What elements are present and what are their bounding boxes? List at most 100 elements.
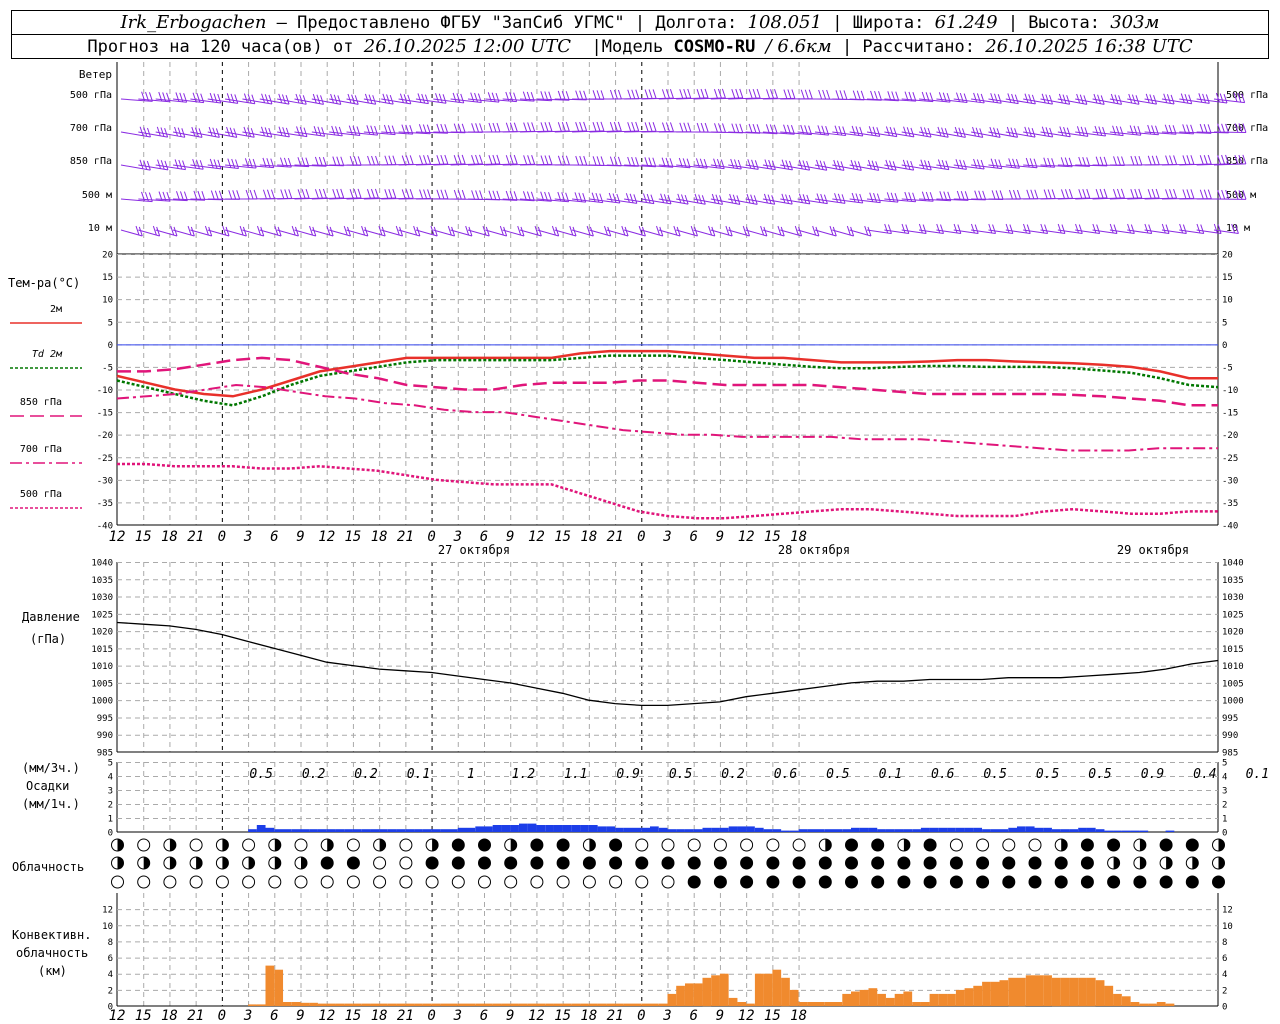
- precip-3h-label: 0.2: [302, 767, 326, 782]
- precip-bar: [886, 829, 895, 832]
- conv-bar: [361, 1003, 371, 1006]
- wind-barb-flag: [924, 160, 929, 170]
- wind-barb: [988, 98, 1019, 105]
- wind-barb-flag: [905, 224, 910, 234]
- wind-barb-flag: [1170, 94, 1175, 105]
- time-tick-label-bottom: 9: [296, 1008, 304, 1024]
- wind-barb: [814, 198, 846, 204]
- wind-barb-flag: [561, 121, 566, 132]
- wind-barb-flag: [305, 188, 310, 199]
- wind-barb: [676, 164, 708, 169]
- wind-barb-flag: [748, 123, 753, 134]
- wind-barb-flag: [783, 89, 788, 99]
- cloud-cover-symbol: [871, 856, 885, 870]
- conv-bar: [693, 983, 703, 1006]
- wind-barb: [710, 198, 740, 205]
- cloud-cover-symbol: [897, 875, 911, 889]
- wind-barb: [485, 198, 518, 201]
- cloud-cover-symbol: [530, 838, 544, 852]
- conv-bar: [1095, 980, 1105, 1006]
- wind-barb-flag: [1165, 224, 1170, 234]
- wind-barb-flag: [1147, 189, 1152, 199]
- conv-bar: [746, 1003, 755, 1006]
- cloud-cover-symbol: [740, 838, 754, 852]
- time-tick-label-bottom: 21: [397, 1008, 414, 1024]
- time-tick-label-bottom: 18: [161, 1008, 178, 1024]
- cloud-cover-symbol: [268, 875, 282, 889]
- wind-barb: [120, 98, 153, 102]
- wind-barb-flag: [540, 122, 545, 132]
- wind-barb-flag: [409, 155, 414, 165]
- wind-barb: [1161, 98, 1192, 105]
- cloud-cover-symbol: [818, 856, 832, 870]
- wind-barb-flag: [152, 225, 157, 236]
- wind-barb-flag: [902, 159, 907, 170]
- wind-barb: [155, 198, 188, 202]
- wind-barb-flag: [838, 125, 843, 136]
- wind-barb-flag: [361, 225, 366, 236]
- wind-barb-flag: [296, 126, 301, 136]
- wind-barb-flag: [1130, 189, 1135, 199]
- precip-bar: [702, 827, 712, 832]
- conv-bar: [335, 1003, 345, 1006]
- conv-bar: [501, 1003, 511, 1006]
- wind-barb-flag: [424, 94, 429, 104]
- time-tick-label: 9: [716, 529, 724, 545]
- wind-barb: [294, 197, 327, 200]
- time-tick-label: 9: [296, 529, 304, 545]
- wind-barb-flag: [875, 161, 880, 171]
- precip-3h-label: 0.5: [1036, 767, 1060, 782]
- wind-barb-flag: [579, 155, 584, 166]
- precip-bar: [256, 825, 266, 832]
- wind-barb-flag: [1221, 189, 1226, 200]
- wind-barb-flag: [353, 188, 358, 199]
- header-title-bar: Irk_Erbogachen – Предоставлено ФГБУ "Зап…: [11, 10, 1269, 35]
- conv-bar: [615, 1003, 624, 1006]
- wind-barb: [1109, 98, 1140, 105]
- wind-barb-flag: [479, 154, 483, 165]
- conv-bar: [816, 1002, 825, 1006]
- wind-barb-flag: [479, 123, 484, 133]
- wind-barb-flag: [768, 159, 773, 170]
- wind-barb-flag: [139, 126, 144, 136]
- wind-barb-flag: [210, 190, 215, 200]
- wind-barb: [589, 130, 622, 133]
- wind-barb-flag: [600, 156, 605, 166]
- wind-barb-flag: [555, 226, 560, 237]
- wind-barb-flag: [835, 90, 840, 100]
- wind-barb-flag: [941, 159, 946, 170]
- time-tick-label-bottom: 18: [790, 1008, 807, 1024]
- wind-barb-flag: [660, 193, 665, 203]
- wind-barb-flag: [1068, 189, 1073, 199]
- wind-barb-flag: [1119, 126, 1124, 136]
- cloud-cover-symbol: [792, 838, 806, 852]
- wind-barb-flag: [997, 94, 1002, 104]
- wind-barb-flag: [378, 225, 383, 236]
- wind-barb: [901, 198, 934, 202]
- pressure-ytick-right: 990: [1222, 731, 1238, 741]
- wind-barb-flag: [1099, 156, 1104, 166]
- pressure-ytick-left: 1005: [91, 679, 113, 689]
- wind-barb-flag: [1112, 189, 1117, 199]
- wind-barb: [971, 131, 1001, 138]
- wind-barb-flag: [701, 195, 706, 205]
- precip-bar: [1086, 827, 1096, 832]
- wind-barb-flag: [453, 189, 458, 200]
- wind-barb-flag: [225, 226, 230, 237]
- wind-barb-flag: [1234, 123, 1239, 133]
- wind-barb-flag: [208, 226, 213, 237]
- cloud-cover-symbol: [346, 838, 360, 852]
- wind-barb-flag: [281, 94, 286, 104]
- wind-barb-flag: [635, 157, 640, 167]
- wind-barb-flag: [370, 188, 375, 199]
- conv-bar: [1130, 1002, 1140, 1006]
- wind-barb-flag: [1097, 94, 1102, 104]
- wind-barb-flag: [873, 192, 878, 203]
- wind-barb-flag: [646, 193, 651, 204]
- precip-bar: [519, 823, 528, 832]
- wind-barb-flag: [451, 226, 456, 237]
- wind-barb-flag: [492, 122, 497, 133]
- wind-barb: [936, 198, 969, 201]
- wind-barb-flag: [903, 126, 908, 136]
- wind-barb-flag: [209, 92, 214, 103]
